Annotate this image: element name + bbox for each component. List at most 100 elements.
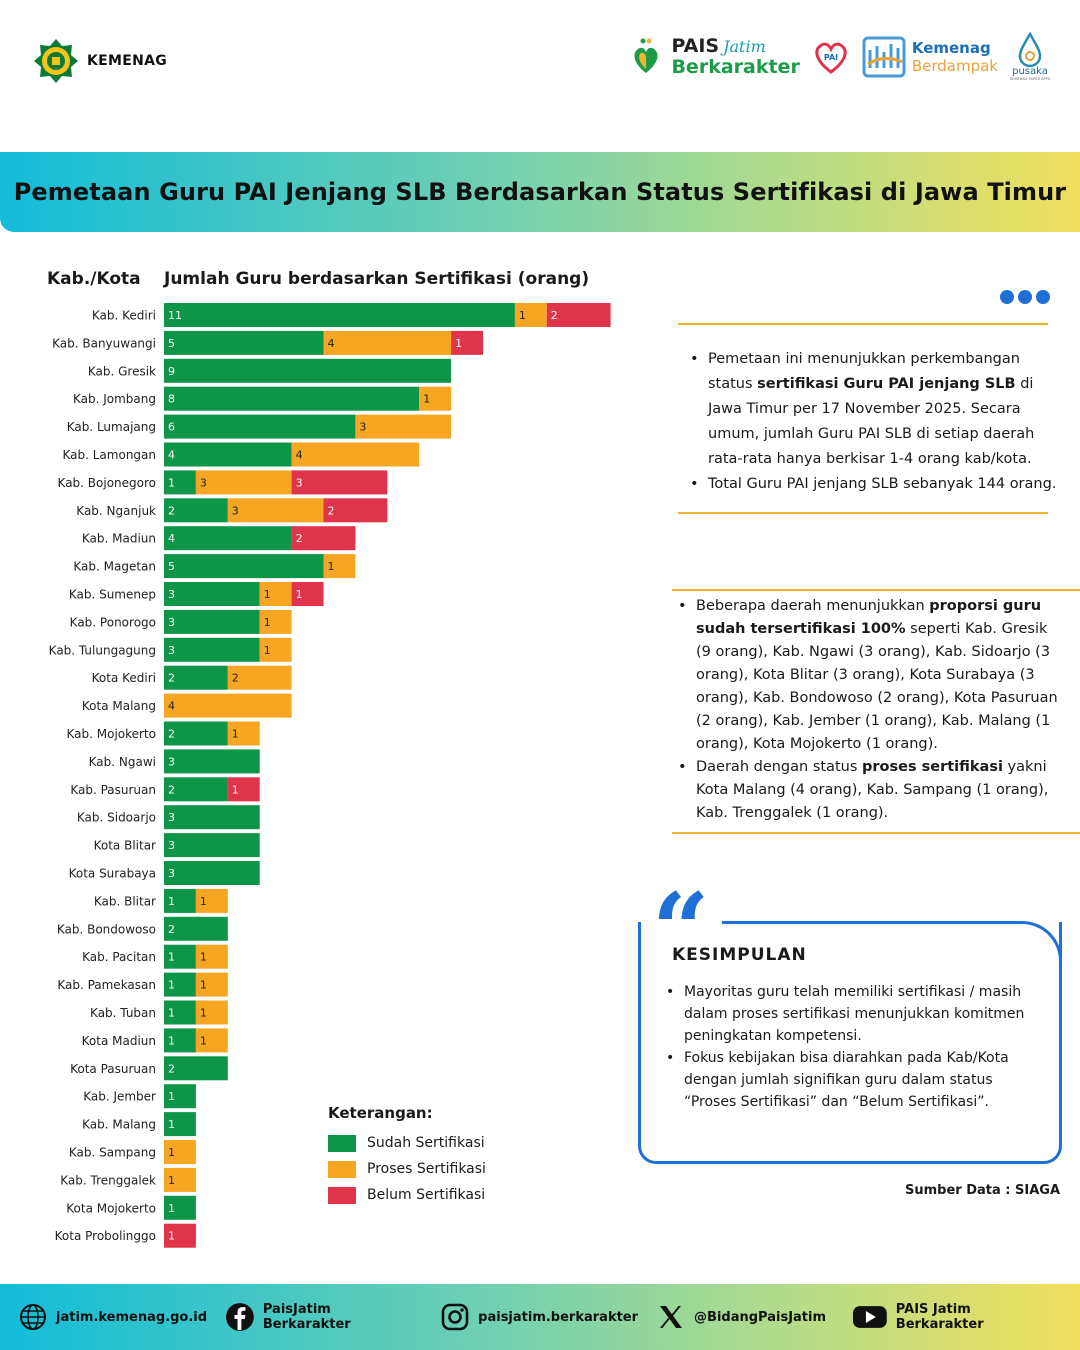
value-label-sudah-sertifikasi-kab-lamongan: 4	[168, 449, 175, 462]
bar-proses-sertifikasi-kota-kediri	[227, 665, 292, 690]
pusaka-drop-icon	[1018, 32, 1042, 68]
footer-x[interactable]: @BidangPaisJatim	[656, 1302, 826, 1332]
value-label-proses-sertifikasi-kab-bojonegoro: 3	[200, 476, 207, 489]
value-label-sudah-sertifikasi-kab-banyuwangi: 5	[168, 337, 175, 350]
value-label-proses-sertifikasi-kab-trenggalek: 1	[168, 1174, 175, 1187]
bar-proses-sertifikasi-kab-pacitan	[195, 944, 228, 969]
category-label-kab-sidoarjo: Kab. Sidoarjo	[77, 811, 156, 825]
footer-instagram-label: paisjatim.berkarakter	[478, 1309, 639, 1325]
bar-proses-sertifikasi-kab-magetan	[323, 554, 356, 579]
footer-youtube-label: PAIS Jatim Berkarakter	[895, 1302, 984, 1332]
value-label-belum-sertifikasi-kota-probolinggo: 1	[168, 1230, 175, 1243]
bar-sudah-sertifikasi-kab-madiun	[164, 526, 292, 551]
footer-facebook[interactable]: PaisJatim Berkarakter	[225, 1302, 422, 1332]
kemenag-label: KEMENAG	[87, 53, 168, 69]
bar-sudah-sertifikasi-kota-surabaya	[164, 861, 260, 885]
value-label-proses-sertifikasi-kota-malang: 4	[168, 700, 175, 713]
insight-2-bullet-2: Daerah dengan status proses sertifikasi …	[678, 756, 1063, 825]
value-label-belum-sertifikasi-kab-pasuruan: 1	[232, 783, 239, 796]
divider	[672, 832, 1080, 834]
value-label-proses-sertifikasi-kab-pacitan: 1	[200, 951, 207, 964]
footer-instagram[interactable]: paisjatim.berkarakter	[440, 1302, 638, 1332]
category-label-kab-pamekasan: Kab. Pamekasan	[57, 978, 156, 992]
category-label-kab-madiun: Kab. Madiun	[82, 532, 156, 546]
value-label-proses-sertifikasi-kab-lumajang: 3	[359, 421, 366, 434]
bar-belum-sertifikasi-kab-banyuwangi	[451, 330, 483, 355]
value-label-proses-sertifikasi-kab-blitar: 1	[200, 895, 207, 908]
category-label-kab-mojokerto: Kab. Mojokerto	[66, 727, 156, 741]
bar-sudah-sertifikasi-kab-nganjuk	[164, 498, 228, 523]
conclusion-list: Mayoritas guru telah memiliki sertifikas…	[666, 981, 1046, 1113]
bar-sudah-sertifikasi-kab-lamongan	[164, 442, 292, 467]
bar-belum-sertifikasi-kab-kediri	[546, 303, 611, 327]
bar-proses-sertifikasi-kab-kediri	[514, 303, 547, 327]
value-label-sudah-sertifikasi-kab-bojonegoro: 1	[168, 476, 175, 489]
value-label-belum-sertifikasi-kab-kediri: 2	[551, 309, 558, 322]
partner-logos: PAIS Jatim Berkarakter PAI Kemenag Berdam…	[629, 32, 1050, 81]
value-label-sudah-sertifikasi-kab-ngawi: 3	[168, 755, 175, 768]
bar-sudah-sertifikasi-kab-pamekasan	[164, 972, 196, 997]
conclusion-item: Fokus kebijakan bisa diarahkan pada Kab/…	[666, 1047, 1046, 1113]
globe-icon	[20, 1304, 46, 1330]
legend-title: Keterangan:	[328, 1104, 433, 1122]
value-label-proses-sertifikasi-kab-pamekasan: 1	[200, 979, 207, 992]
value-label-proses-sertifikasi-kab-tulungagung: 1	[264, 644, 271, 657]
bar-proses-sertifikasi-kab-blitar	[195, 888, 228, 913]
category-label-kab-sampang: Kab. Sampang	[69, 1146, 156, 1160]
bar-sudah-sertifikasi-kota-pasuruan	[164, 1056, 228, 1081]
value-label-proses-sertifikasi-kab-lamongan: 4	[296, 449, 303, 462]
value-label-sudah-sertifikasi-kab-pasuruan: 2	[168, 783, 175, 796]
footer: jatim.kemenag.go.id PaisJatim Berkarakte…	[0, 1284, 1080, 1350]
pais-script: Jatim	[723, 36, 766, 56]
kemenag-berdampak-logo: Kemenag Berdampak	[862, 36, 998, 78]
value-label-belum-sertifikasi-kab-bojonegoro: 3	[296, 476, 303, 489]
quote-icon: “	[652, 871, 710, 989]
insight-1-bullet-1: Pemetaan ini menunjukkan perkembangan st…	[690, 347, 1060, 472]
value-label-sudah-sertifikasi-kab-malang: 1	[168, 1118, 175, 1131]
bar-sudah-sertifikasi-kab-jember	[164, 1084, 196, 1109]
x-icon	[660, 1306, 683, 1328]
legend-item-proses: Proses Sertifikasi	[328, 1156, 486, 1182]
value-label-sudah-sertifikasi-kab-mojokerto: 2	[168, 728, 175, 741]
value-label-sudah-sertifikasi-kota-mojokerto: 1	[168, 1202, 175, 1215]
category-label-kota-probolinggo: Kota Probolinggo	[55, 1229, 156, 1243]
legend-label-belum: Belum Sertifikasi	[367, 1187, 486, 1203]
pais-title: PAIS	[671, 34, 720, 57]
bar-proses-sertifikasi-kab-sampang	[164, 1140, 196, 1164]
bar-sudah-sertifikasi-kota-mojokerto	[164, 1195, 196, 1220]
legend-swatch-sudah	[328, 1134, 356, 1152]
value-label-sudah-sertifikasi-kab-madiun: 4	[168, 532, 175, 545]
category-label-kab-banyuwangi: Kab. Banyuwangi	[52, 336, 156, 350]
category-label-kab-magetan: Kab. Magetan	[73, 560, 156, 574]
bar-sudah-sertifikasi-kab-ponorogo	[164, 609, 260, 634]
value-label-sudah-sertifikasi-kab-gresik: 9	[168, 365, 175, 378]
bar-proses-sertifikasi-kab-sumenep	[259, 582, 292, 606]
bar-proses-sertifikasi-kab-tuban	[195, 1000, 228, 1025]
berdampak-icon	[862, 36, 906, 77]
title-banner: Pemetaan Guru PAI Jenjang SLB Berdasarka…	[0, 152, 1080, 232]
legend-item-sudah: Sudah Sertifikasi	[328, 1130, 486, 1156]
category-label-kab-ponorogo: Kab. Ponorogo	[70, 615, 156, 629]
bar-proses-sertifikasi-kab-trenggalek	[164, 1167, 196, 1192]
category-label-kab-bondowoso: Kab. Bondowoso	[57, 922, 156, 936]
pusaka-label: pusaka	[1012, 66, 1048, 77]
bar-proses-sertifikasi-kota-madiun	[195, 1028, 228, 1053]
divider	[678, 323, 1048, 325]
kb-subtitle: Berdampak	[911, 56, 998, 75]
value-label-proses-sertifikasi-kab-banyuwangi: 4	[328, 337, 335, 350]
category-label-kab-pasuruan: Kab. Pasuruan	[70, 783, 156, 797]
bar-proses-sertifikasi-kab-banyuwangi	[323, 330, 452, 355]
pais-subtitle: Berkarakter	[671, 55, 800, 78]
bar-sudah-sertifikasi-kab-ngawi	[164, 749, 260, 774]
footer-web[interactable]: jatim.kemenag.go.id	[18, 1302, 207, 1332]
footer-x-label: @BidangPaisJatim	[694, 1309, 827, 1325]
value-label-proses-sertifikasi-kab-magetan: 1	[328, 560, 335, 573]
value-label-belum-sertifikasi-kab-banyuwangi: 1	[455, 337, 462, 350]
footer-youtube[interactable]: PAIS Jatim Berkarakter	[852, 1302, 1062, 1332]
value-label-sudah-sertifikasi-kab-pamekasan: 1	[168, 979, 175, 992]
bar-belum-sertifikasi-kab-sumenep	[291, 582, 324, 606]
pais-logo: PAIS Jatim Berkarakter	[629, 34, 800, 79]
value-heading: Jumlah Guru berdasarkan Sertifikasi (ora…	[164, 269, 590, 289]
value-label-sudah-sertifikasi-kab-jember: 1	[168, 1090, 175, 1103]
